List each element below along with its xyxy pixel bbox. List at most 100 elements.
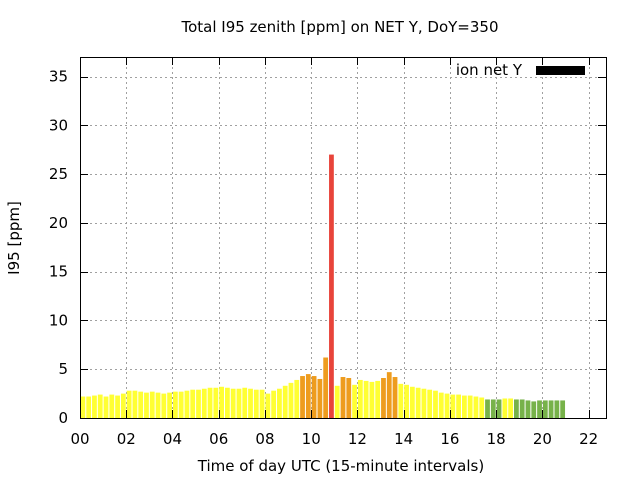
bar <box>190 389 196 418</box>
bar <box>514 399 519 418</box>
bar <box>357 379 363 418</box>
bar <box>115 395 120 418</box>
bar <box>525 400 531 418</box>
bar <box>207 387 213 418</box>
bar <box>294 379 300 418</box>
bar <box>225 387 230 418</box>
bar <box>103 396 109 418</box>
bar <box>109 394 115 418</box>
bar <box>242 387 248 418</box>
bar <box>329 154 334 418</box>
bar <box>317 378 323 418</box>
bar <box>461 395 467 418</box>
x-tick-label: 18 <box>487 430 506 448</box>
bar <box>248 388 253 418</box>
bar <box>271 390 277 418</box>
bar <box>375 380 381 418</box>
bar <box>531 401 537 418</box>
bar <box>450 394 456 418</box>
grid-lines <box>80 57 606 418</box>
bar <box>265 393 271 418</box>
bar <box>178 391 184 418</box>
x-tick-label: 02 <box>117 430 136 448</box>
bar <box>213 387 219 418</box>
y-tick-label: 20 <box>49 214 68 232</box>
y-tick-label: 35 <box>49 68 68 86</box>
x-axis-ticks: 00 02 04 06 08 10 12 14 16 18 20 22 <box>70 57 598 448</box>
bar <box>120 393 126 418</box>
chart-title: Total I95 zenith [ppm] on NET Y, DoY=350 <box>180 18 498 36</box>
bar <box>560 400 566 418</box>
bar <box>288 382 294 418</box>
bar <box>184 390 190 418</box>
legend: ion net Y <box>456 61 585 79</box>
y-tick-label: 30 <box>49 116 68 134</box>
bar <box>277 388 282 418</box>
bar <box>404 384 409 418</box>
bar <box>201 388 207 418</box>
bar <box>282 385 288 418</box>
bar <box>415 387 421 418</box>
bar <box>126 390 132 418</box>
bar <box>421 388 427 418</box>
bar <box>496 399 502 418</box>
bar <box>161 393 167 418</box>
x-tick-label: 22 <box>579 430 598 448</box>
bar <box>438 392 444 418</box>
y-tick-label: 25 <box>49 165 68 183</box>
bar <box>230 388 236 418</box>
bar <box>427 389 433 418</box>
bar <box>219 386 225 418</box>
y-tick-label: 0 <box>58 409 68 427</box>
bar <box>80 396 86 418</box>
x-tick-label: 14 <box>394 430 413 448</box>
bar <box>369 381 375 418</box>
bar <box>467 395 473 418</box>
bar <box>311 376 317 418</box>
bar <box>305 374 311 418</box>
bar <box>138 391 144 418</box>
x-tick-label: 06 <box>209 430 228 448</box>
bar <box>196 389 201 418</box>
y-tick-label: 15 <box>49 263 68 281</box>
bar <box>86 396 92 418</box>
x-tick-label: 16 <box>440 430 459 448</box>
bar <box>485 399 490 418</box>
bar <box>554 400 560 418</box>
bar <box>97 394 103 418</box>
y-tick-label: 5 <box>58 360 68 378</box>
bar <box>352 384 357 418</box>
x-tick-label: 04 <box>163 430 182 448</box>
bar <box>479 397 485 418</box>
bar <box>323 357 329 418</box>
bar <box>508 398 514 418</box>
bar <box>300 376 305 418</box>
bar <box>502 398 508 418</box>
bar <box>433 390 438 418</box>
bar <box>456 394 461 418</box>
bar <box>132 390 138 418</box>
bar <box>473 396 479 418</box>
bar <box>236 388 242 418</box>
x-tick-label: 08 <box>255 430 274 448</box>
x-tick-label: 12 <box>348 430 367 448</box>
bar <box>519 399 525 418</box>
y-axis-label: I95 [ppm] <box>5 201 23 275</box>
bar <box>149 391 155 418</box>
bar <box>409 386 415 418</box>
bar <box>386 372 392 418</box>
x-tick-label: 00 <box>70 430 89 448</box>
bar <box>537 400 542 418</box>
bar <box>92 395 97 418</box>
y-tick-label: 10 <box>49 311 68 329</box>
bar <box>363 380 369 418</box>
bars <box>80 154 566 418</box>
bar <box>392 377 398 418</box>
bar <box>346 377 352 418</box>
plot-frame <box>80 57 607 419</box>
bar <box>172 391 178 418</box>
y-axis-ticks: 0 5 10 15 20 25 30 35 <box>49 68 606 427</box>
bar <box>155 392 161 418</box>
legend-label: ion net Y <box>456 61 523 79</box>
